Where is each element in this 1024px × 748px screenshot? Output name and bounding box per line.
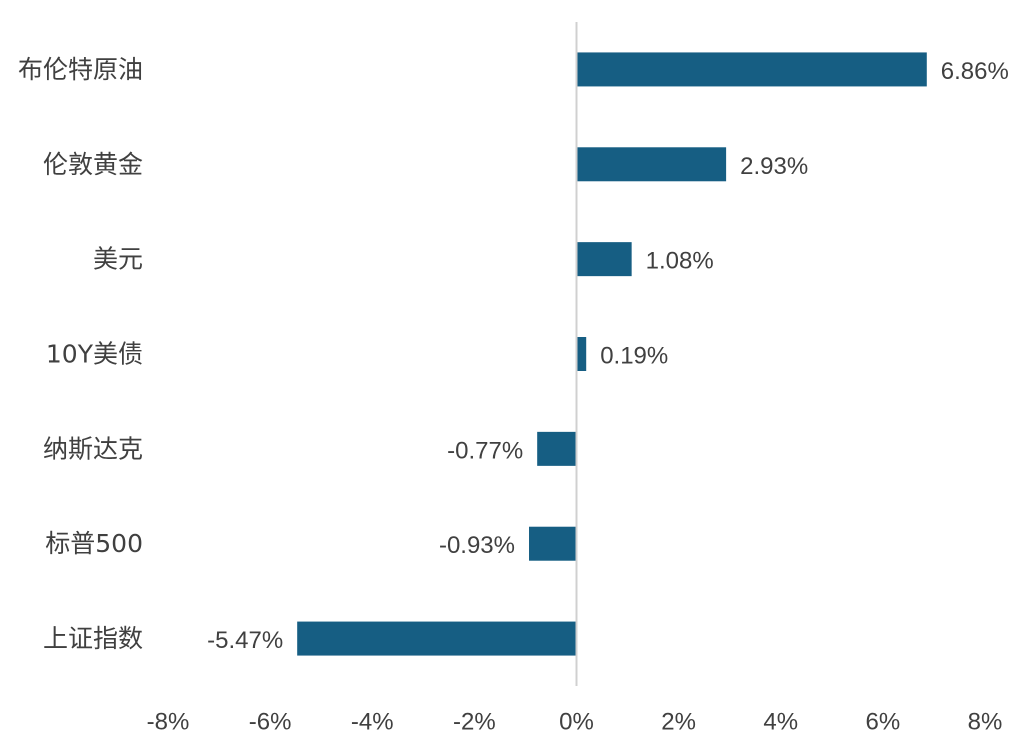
category-label: 美元	[93, 245, 143, 274]
x-tick-label: 8%	[968, 709, 1003, 736]
category-label: 纳斯达克	[43, 434, 143, 463]
x-tick-label: 4%	[763, 709, 798, 736]
bar	[576, 52, 927, 87]
x-tick-label: 6%	[866, 709, 901, 736]
bars-group	[297, 52, 927, 656]
x-tick-label: -2%	[453, 709, 496, 736]
data-labels: 6.86% 2.93% 1.08% 0.19% -0.77% -0.93% -5.47%	[207, 58, 1009, 654]
bar	[297, 621, 577, 656]
category-label: 伦敦黄金	[43, 150, 143, 179]
category-label: 上证指数	[43, 624, 143, 653]
data-label: -0.93%	[439, 532, 515, 559]
bar	[576, 147, 727, 182]
bar	[576, 242, 632, 277]
data-label: 1.08%	[646, 248, 714, 275]
category-label: 布伦特原油	[18, 55, 143, 84]
x-tick-label: -8%	[147, 709, 190, 736]
data-label: -5.47%	[207, 627, 283, 654]
x-tick-label: 0%	[559, 709, 594, 736]
x-tick-labels: -8% -6% -4% -2% 0% 2% 4% 6% 8%	[147, 709, 1003, 736]
data-label: 6.86%	[941, 58, 1009, 85]
category-label: 10Y美债	[46, 340, 143, 369]
bar	[576, 337, 587, 371]
data-label: 0.19%	[600, 343, 668, 370]
bar	[537, 431, 577, 466]
x-tick-label: 2%	[661, 709, 696, 736]
data-label: -0.77%	[447, 437, 523, 464]
x-tick-label: -4%	[351, 709, 394, 736]
data-label: 2.93%	[740, 153, 808, 180]
category-label: 标普500	[45, 529, 143, 558]
bar	[529, 526, 577, 561]
x-tick-label: -6%	[249, 709, 292, 736]
